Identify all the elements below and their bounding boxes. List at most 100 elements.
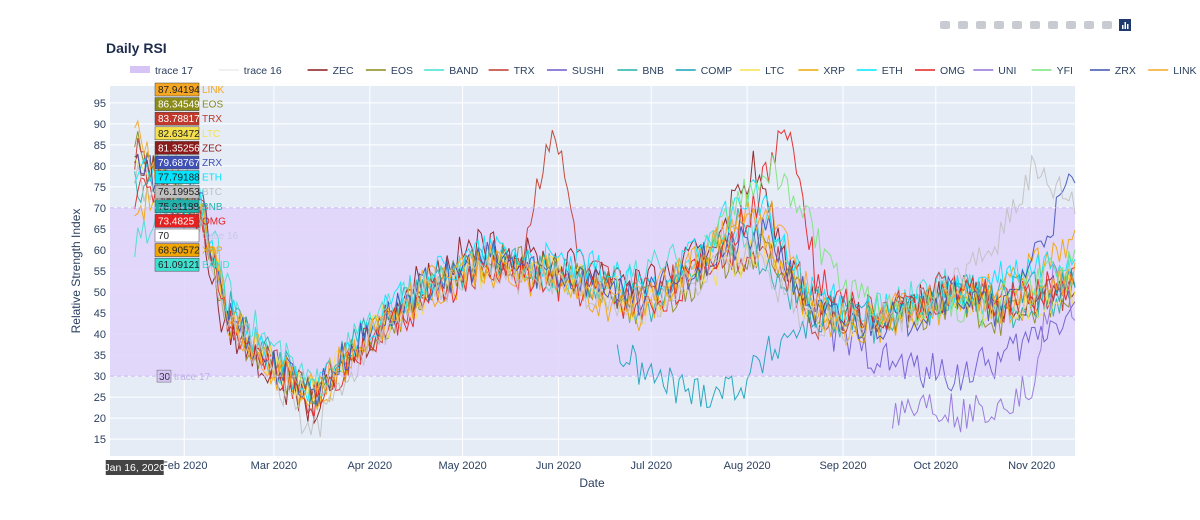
y-tick-label: 25: [94, 392, 106, 404]
y-tick-label: 70: [94, 203, 106, 215]
series-line-btc: [134, 154, 1076, 438]
hover-label: 76.19953 BTC: [154, 184, 222, 199]
legend-item-trace-17[interactable]: trace 17: [130, 65, 193, 77]
hover-value: 75.91188: [158, 202, 199, 213]
legend-item-bnb[interactable]: BNB: [617, 65, 664, 77]
hover-label-box: [154, 111, 200, 126]
hover-label-box: [154, 155, 200, 170]
hover-value: 30: [159, 372, 171, 383]
y-tick-label: 55: [94, 266, 106, 278]
zoom-in-icon[interactable]: [992, 18, 1006, 32]
legend-item-omg[interactable]: OMG: [915, 65, 965, 77]
legend-item-comp[interactable]: COMP: [675, 65, 733, 77]
x-tick-label: Jul 2020: [630, 460, 672, 472]
legend-item-trace-16[interactable]: trace 16: [218, 65, 282, 77]
hover-value: 79.68767: [158, 158, 200, 169]
legend-label: XRP: [823, 65, 845, 77]
y-axis: 15 20 25 30 35 40 45 50 55 60 65 70 75 80 85 90 95: [94, 98, 106, 446]
series-line-zrx: [134, 154, 1076, 407]
hover-label-box: [154, 214, 200, 228]
legend-item-ltc[interactable]: LTC: [740, 65, 785, 77]
y-tick-label: 65: [94, 224, 106, 236]
legend-label: ETH: [882, 65, 903, 77]
hover-label: 87.94194 LINK: [154, 82, 225, 97]
hover-name: BTC: [202, 187, 222, 198]
legend-item-uni[interactable]: UNI: [973, 65, 1016, 77]
hover-value: 82.63472: [158, 129, 200, 140]
legend-item-trx[interactable]: TRX: [488, 65, 535, 77]
y-tick-label: 45: [94, 308, 106, 320]
hover-label-box: [154, 126, 200, 141]
y-tick-label: 85: [94, 140, 106, 152]
hover-name: ZRX: [202, 158, 222, 169]
y-tick-label: 95: [94, 98, 106, 110]
series-line-link: [134, 119, 1076, 402]
legend[interactable]: trace 17 trace 16 ZEC EOS BAND TRX SUSHI BNB COM…: [130, 65, 1200, 77]
x-axis: Feb 2020 Mar 2020 Apr 2020 May 2020 Jun 2020…: [161, 460, 1055, 472]
legend-label: EOS: [391, 65, 413, 77]
x-tick-label: May 2020: [438, 460, 486, 472]
hover-name: OMG: [202, 216, 226, 227]
y-tick-label: 90: [94, 119, 106, 131]
hover-name: EOS: [202, 100, 223, 111]
legend-label: ZRX: [1115, 65, 1136, 77]
zoom-out-icon[interactable]: [1010, 18, 1024, 32]
hover-label: 68.90572 XRP: [154, 243, 223, 257]
hover-band-label: 30 trace 17: [156, 369, 211, 383]
legend-item-zec[interactable]: ZEC: [307, 65, 354, 77]
series-line-uni: [892, 260, 1076, 433]
legend-item-band[interactable]: BAND: [424, 65, 479, 77]
zoom-icon[interactable]: [956, 18, 970, 32]
home-icon[interactable]: [1046, 18, 1060, 32]
hover-label: 77.79188 ETH: [154, 170, 222, 184]
hover-label-box: [154, 141, 200, 155]
hover-label-box: [156, 369, 172, 383]
hover-label: 70 trace 16: [154, 228, 239, 243]
series-line-band: [134, 138, 1076, 398]
legend-label: TRX: [514, 65, 535, 77]
hover-date-label: Jan 16, 2020: [104, 460, 165, 475]
legend-label: trace 16: [244, 65, 282, 77]
series-line-sushi: [830, 301, 1076, 392]
legend-item-zrx[interactable]: ZRX: [1089, 65, 1136, 77]
x-tick-label: Apr 2020: [347, 460, 392, 472]
hover-label: 82.63472 LTC: [154, 126, 220, 141]
hover-name: LTC: [202, 129, 220, 140]
hover-value: 76.19953: [158, 187, 200, 198]
hover-compare-icon[interactable]: [1100, 18, 1114, 32]
hover-label-box: [154, 228, 200, 243]
legend-item-eth[interactable]: ETH: [856, 65, 903, 77]
chart-title: Daily RSI: [106, 40, 167, 56]
hover-closest-icon[interactable]: [1082, 18, 1096, 32]
legend-item-yfi[interactable]: YFI: [1031, 65, 1073, 77]
legend-item-link[interactable]: LINK: [1148, 65, 1197, 77]
legend-label: BNB: [642, 65, 664, 77]
x-tick-label: Sep 2020: [819, 460, 866, 472]
legend-item-xrp[interactable]: XRP: [798, 65, 845, 77]
hover-label: 79.68767 ZRX: [154, 155, 222, 170]
hover-label-box: [154, 97, 200, 111]
legend-label: BAND: [449, 65, 479, 77]
y-tick-label: 60: [94, 245, 106, 257]
plotly-logo-icon[interactable]: [1118, 18, 1132, 32]
hover-value: 73.4825: [158, 216, 195, 227]
hover-label-box: [154, 170, 200, 184]
legend-label: OMG: [940, 65, 965, 77]
autoscale-icon[interactable]: [1028, 18, 1042, 32]
pan-icon[interactable]: [974, 18, 988, 32]
legend-item-eos[interactable]: EOS: [365, 65, 413, 77]
hover-value: 87.94194: [158, 85, 200, 96]
legend-label: UNI: [998, 65, 1016, 77]
hover-date-box: [105, 460, 164, 475]
x-axis-title: Date: [579, 476, 605, 490]
hover-label: 81.35256 ZEC: [154, 141, 222, 155]
camera-icon[interactable]: [938, 18, 952, 32]
legend-item-sushi[interactable]: SUSHI: [546, 65, 604, 77]
spike-lines-icon[interactable]: [1064, 18, 1078, 32]
x-tick-label: Jun 2020: [536, 460, 581, 472]
series-lines: [134, 119, 1076, 438]
legend-label: COMP: [701, 65, 733, 77]
hover-name: BAND: [202, 260, 230, 271]
hover-label: 83.78817 TRX: [154, 111, 222, 126]
hover-label-box: [154, 82, 200, 97]
